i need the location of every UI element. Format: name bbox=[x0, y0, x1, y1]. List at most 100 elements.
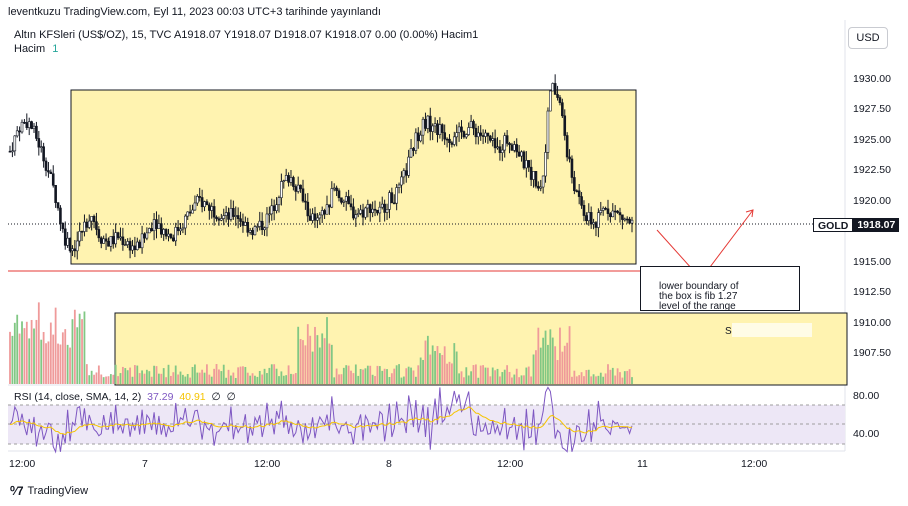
candle-body bbox=[532, 171, 535, 180]
candle-body bbox=[361, 209, 365, 218]
currency-button[interactable]: USD bbox=[848, 27, 888, 49]
volume-bar bbox=[37, 302, 40, 384]
volume-bar bbox=[345, 365, 348, 384]
volume-bar bbox=[419, 357, 422, 384]
candle-body bbox=[102, 238, 105, 244]
candle-body bbox=[109, 236, 113, 247]
candle-body bbox=[23, 121, 26, 124]
volume-bar bbox=[109, 374, 112, 384]
candle-body bbox=[587, 212, 591, 222]
volume-bar bbox=[170, 375, 172, 384]
volume-bar bbox=[311, 351, 314, 384]
volume-bar bbox=[599, 372, 602, 384]
volume-bar bbox=[448, 361, 451, 384]
candle-body bbox=[385, 209, 389, 213]
candle-body bbox=[83, 221, 86, 232]
volume-bar bbox=[21, 321, 23, 384]
volume-bar bbox=[335, 368, 338, 384]
candle-body bbox=[479, 132, 483, 136]
candle-body bbox=[256, 226, 259, 228]
volume-bar bbox=[9, 331, 11, 384]
candle-body bbox=[573, 177, 576, 191]
volume-bar bbox=[172, 372, 175, 384]
tradingview-logo[interactable]: ⁰⁄7 TradingView bbox=[10, 484, 88, 498]
volume-bar bbox=[239, 366, 242, 384]
symbol-legend[interactable]: Altın KFSleri (US$/OZ), 15, TVC A1918.07… bbox=[14, 29, 479, 41]
volume-bar bbox=[482, 365, 485, 384]
candle-body bbox=[347, 196, 350, 205]
volume-bar bbox=[352, 373, 355, 384]
rsi-lines bbox=[9, 386, 633, 454]
range-box[interactable] bbox=[70, 89, 637, 265]
candle-body bbox=[78, 231, 81, 242]
candle-body bbox=[484, 132, 487, 137]
volume-bar bbox=[285, 375, 288, 384]
volume-bar bbox=[412, 370, 415, 384]
volume-bar bbox=[208, 374, 211, 384]
annotation-note[interactable]: lower boundary of the box is fib 1.27 le… bbox=[640, 266, 800, 312]
candle-body bbox=[155, 219, 158, 229]
volume-bar bbox=[114, 364, 117, 384]
candle-body bbox=[313, 213, 317, 221]
candle-body bbox=[150, 228, 153, 232]
volume-bar bbox=[107, 376, 110, 384]
rsi-axis-label: 40.00 bbox=[853, 428, 879, 440]
candle-body bbox=[409, 148, 413, 158]
volume-bar bbox=[309, 335, 312, 384]
volume-bar bbox=[549, 329, 552, 384]
candle-body bbox=[404, 170, 408, 176]
volume-bar bbox=[465, 367, 468, 384]
candle-body bbox=[244, 222, 247, 226]
volume-bar bbox=[316, 335, 319, 384]
candle-body bbox=[325, 204, 329, 215]
candle-body bbox=[234, 215, 238, 217]
volume-bar bbox=[220, 371, 223, 384]
candle-body bbox=[54, 185, 57, 203]
candle-body bbox=[282, 180, 286, 182]
volume-bar bbox=[446, 363, 448, 384]
volume-bar bbox=[623, 371, 626, 384]
rsi-legend[interactable]: RSI (14, close, SMA, 14, 2) 37.29 40.91 … bbox=[14, 391, 236, 403]
volume-bar bbox=[155, 366, 158, 384]
volume-bar bbox=[66, 344, 69, 384]
candle-body bbox=[174, 226, 178, 242]
candle-body bbox=[68, 237, 72, 252]
volume-bar bbox=[141, 370, 143, 384]
candle-body bbox=[284, 175, 288, 181]
volume-bar bbox=[112, 374, 115, 384]
volume-bar bbox=[273, 364, 276, 384]
volume-bar bbox=[511, 377, 513, 384]
volume-bar bbox=[25, 321, 28, 384]
candle-body bbox=[196, 196, 199, 204]
candle-body bbox=[80, 231, 84, 233]
volume-bar bbox=[210, 376, 213, 384]
note-line: lower boundary of bbox=[659, 281, 739, 292]
candle-body bbox=[11, 150, 14, 153]
candle-body bbox=[272, 205, 276, 211]
volume-bar bbox=[417, 365, 420, 384]
volume-bar bbox=[333, 377, 336, 384]
volume-bar bbox=[194, 364, 196, 384]
candle-body bbox=[597, 212, 600, 228]
volume-bar bbox=[153, 365, 155, 384]
volume-bar bbox=[59, 344, 62, 384]
volume-bar bbox=[487, 367, 489, 384]
candle-body bbox=[489, 135, 492, 141]
volume-bar bbox=[318, 347, 321, 384]
volume-value: 1 bbox=[52, 43, 59, 55]
candle-body bbox=[159, 223, 163, 235]
price-label: 1930.00 bbox=[853, 73, 891, 85]
candle-body bbox=[51, 173, 55, 186]
volume-legend[interactable]: Hacim 1 bbox=[14, 43, 58, 55]
candle-body bbox=[227, 212, 230, 220]
volume-bar bbox=[561, 351, 564, 384]
brand-name: TradingView bbox=[27, 485, 89, 497]
candle-body bbox=[193, 202, 197, 211]
candle-body bbox=[32, 125, 36, 130]
candle-body bbox=[114, 232, 117, 245]
volume-bar bbox=[595, 376, 597, 384]
candle-body bbox=[232, 208, 235, 217]
volume-bar bbox=[530, 376, 533, 384]
volume-bar bbox=[42, 332, 45, 384]
